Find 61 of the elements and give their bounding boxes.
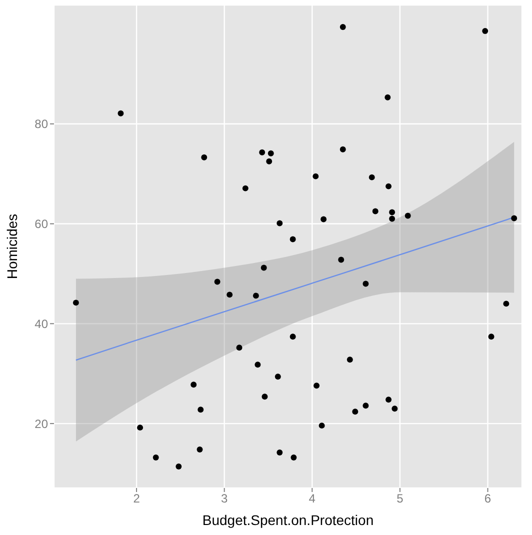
point bbox=[266, 158, 272, 164]
point bbox=[152, 454, 159, 461]
point bbox=[503, 300, 510, 307]
point bbox=[392, 406, 398, 412]
y-tick-label: 20 bbox=[34, 416, 48, 431]
point bbox=[254, 362, 261, 368]
point bbox=[276, 220, 283, 226]
point bbox=[352, 408, 358, 415]
point bbox=[72, 300, 79, 306]
point bbox=[346, 356, 353, 363]
point bbox=[314, 382, 320, 389]
point bbox=[340, 146, 346, 152]
point bbox=[386, 396, 392, 403]
point bbox=[290, 454, 297, 461]
y-tick-label: 60 bbox=[34, 217, 48, 232]
x-tick-label: 4 bbox=[308, 492, 316, 506]
point bbox=[198, 406, 204, 413]
x-axis-title: Budget.Spent.on.Protection bbox=[202, 512, 374, 528]
point bbox=[368, 174, 375, 180]
x-tick-label: 3 bbox=[221, 492, 228, 506]
point bbox=[274, 374, 281, 380]
point bbox=[118, 110, 124, 116]
point bbox=[320, 216, 327, 222]
point bbox=[262, 394, 268, 400]
point bbox=[290, 334, 296, 340]
point bbox=[242, 185, 248, 192]
x-tick-label: 5 bbox=[396, 492, 404, 506]
point bbox=[312, 173, 319, 180]
y-tick-label: 80 bbox=[34, 117, 48, 132]
point bbox=[338, 256, 344, 263]
point bbox=[389, 216, 396, 222]
point bbox=[259, 149, 266, 156]
point bbox=[386, 183, 392, 190]
x-tick-label: 2 bbox=[133, 492, 140, 506]
point bbox=[236, 344, 242, 351]
y-axis-title: Homicides bbox=[4, 214, 20, 280]
point bbox=[137, 424, 144, 431]
point bbox=[268, 150, 274, 156]
point bbox=[511, 215, 518, 222]
point bbox=[276, 450, 283, 456]
point bbox=[384, 94, 391, 100]
point bbox=[190, 382, 197, 388]
point bbox=[290, 236, 296, 242]
point bbox=[482, 28, 488, 34]
point bbox=[362, 402, 369, 409]
point bbox=[340, 24, 346, 30]
point bbox=[176, 464, 182, 470]
y-tick-label: 40 bbox=[34, 316, 48, 331]
point bbox=[226, 292, 233, 298]
point bbox=[318, 422, 325, 429]
point bbox=[201, 154, 208, 160]
point bbox=[196, 446, 203, 453]
point bbox=[260, 264, 267, 271]
point bbox=[362, 280, 369, 287]
point bbox=[214, 278, 220, 285]
point bbox=[389, 209, 396, 216]
point bbox=[488, 334, 494, 340]
point bbox=[252, 292, 259, 299]
point bbox=[372, 208, 378, 214]
x-tick-label: 6 bbox=[484, 492, 492, 506]
point bbox=[404, 212, 411, 219]
